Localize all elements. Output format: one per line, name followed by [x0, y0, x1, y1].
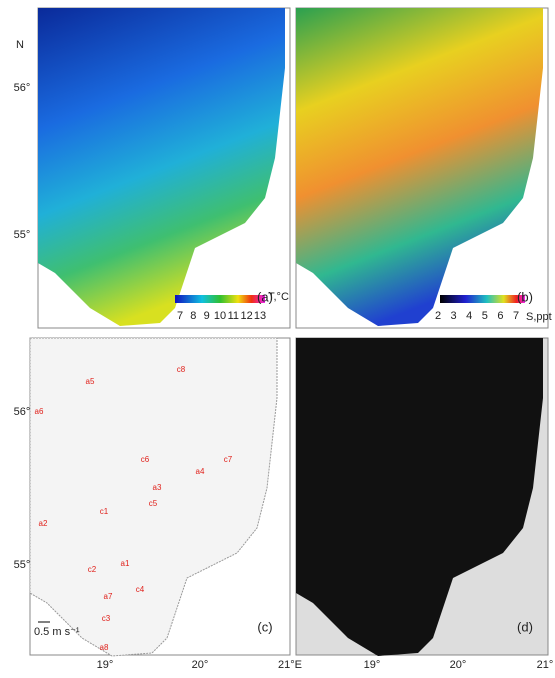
eddy-label: a6 — [35, 407, 44, 416]
colorbar-tick: 8 — [190, 310, 196, 322]
panel-c — [30, 338, 290, 656]
lat-label: N — [16, 39, 24, 51]
lon-label: 19° — [364, 659, 381, 671]
lon-label: 19° — [97, 659, 114, 671]
eddy-label: c1 — [100, 507, 109, 516]
panel-d — [296, 338, 548, 656]
colorbar-tick: 3 — [451, 310, 457, 322]
panel-label: (d) — [517, 619, 533, 634]
eddy-label: c2 — [88, 565, 97, 574]
lon-label: 20° — [450, 659, 467, 671]
colorbar-tick: 7 — [177, 310, 183, 322]
colorbar-tick: 10 — [214, 310, 226, 322]
eddy-label: c7 — [224, 455, 233, 464]
colorbar-tick: 2 — [435, 310, 441, 322]
colorbar-tick: 13 — [254, 310, 266, 322]
colorbar-tick: 7 — [513, 310, 519, 322]
eddy-label: a5 — [86, 377, 95, 386]
eddy-label: a3 — [153, 483, 162, 492]
colorbar-unit: T,°C — [268, 291, 289, 303]
scale-label: 0.5 m s⁻¹ — [34, 626, 80, 638]
panel-a — [38, 8, 290, 328]
eddy-label: c8 — [177, 365, 186, 374]
eddy-label: a7 — [104, 592, 113, 601]
lat-label: 56° — [14, 82, 31, 94]
eddy-label: a4 — [196, 467, 205, 476]
eddy-label: c3 — [102, 614, 111, 623]
colorbar-tick: 11 — [228, 310, 239, 322]
eddy-label: a1 — [121, 559, 130, 568]
eddy-label: c5 — [149, 499, 158, 508]
lat-label: 55° — [14, 229, 31, 241]
lon-label: 21°E — [278, 659, 302, 671]
lat-label: 55° — [14, 559, 31, 571]
colorbar-tick: 6 — [497, 310, 503, 322]
colorbar-tick: 5 — [482, 310, 488, 322]
colorbar-unit: S,ppt — [526, 311, 552, 323]
figure: (a)(b)(c)(d)N56°55°56°55°19°20°21°E19°20… — [0, 0, 555, 673]
panel-b — [296, 8, 548, 328]
eddy-label: c4 — [136, 585, 145, 594]
lon-label: 21° — [537, 659, 554, 671]
eddy-label: a8 — [100, 643, 109, 652]
colorbar-tick: 4 — [466, 310, 472, 322]
eddy-label: c6 — [141, 455, 150, 464]
colorbar-tick: 9 — [204, 310, 210, 322]
eddy-label: a2 — [39, 519, 48, 528]
panel-label: (c) — [257, 619, 272, 634]
lat-label: 56° — [14, 406, 31, 418]
colorbar-tick: 12 — [241, 310, 253, 322]
panel-label: (b) — [517, 289, 533, 304]
lon-label: 20° — [192, 659, 209, 671]
